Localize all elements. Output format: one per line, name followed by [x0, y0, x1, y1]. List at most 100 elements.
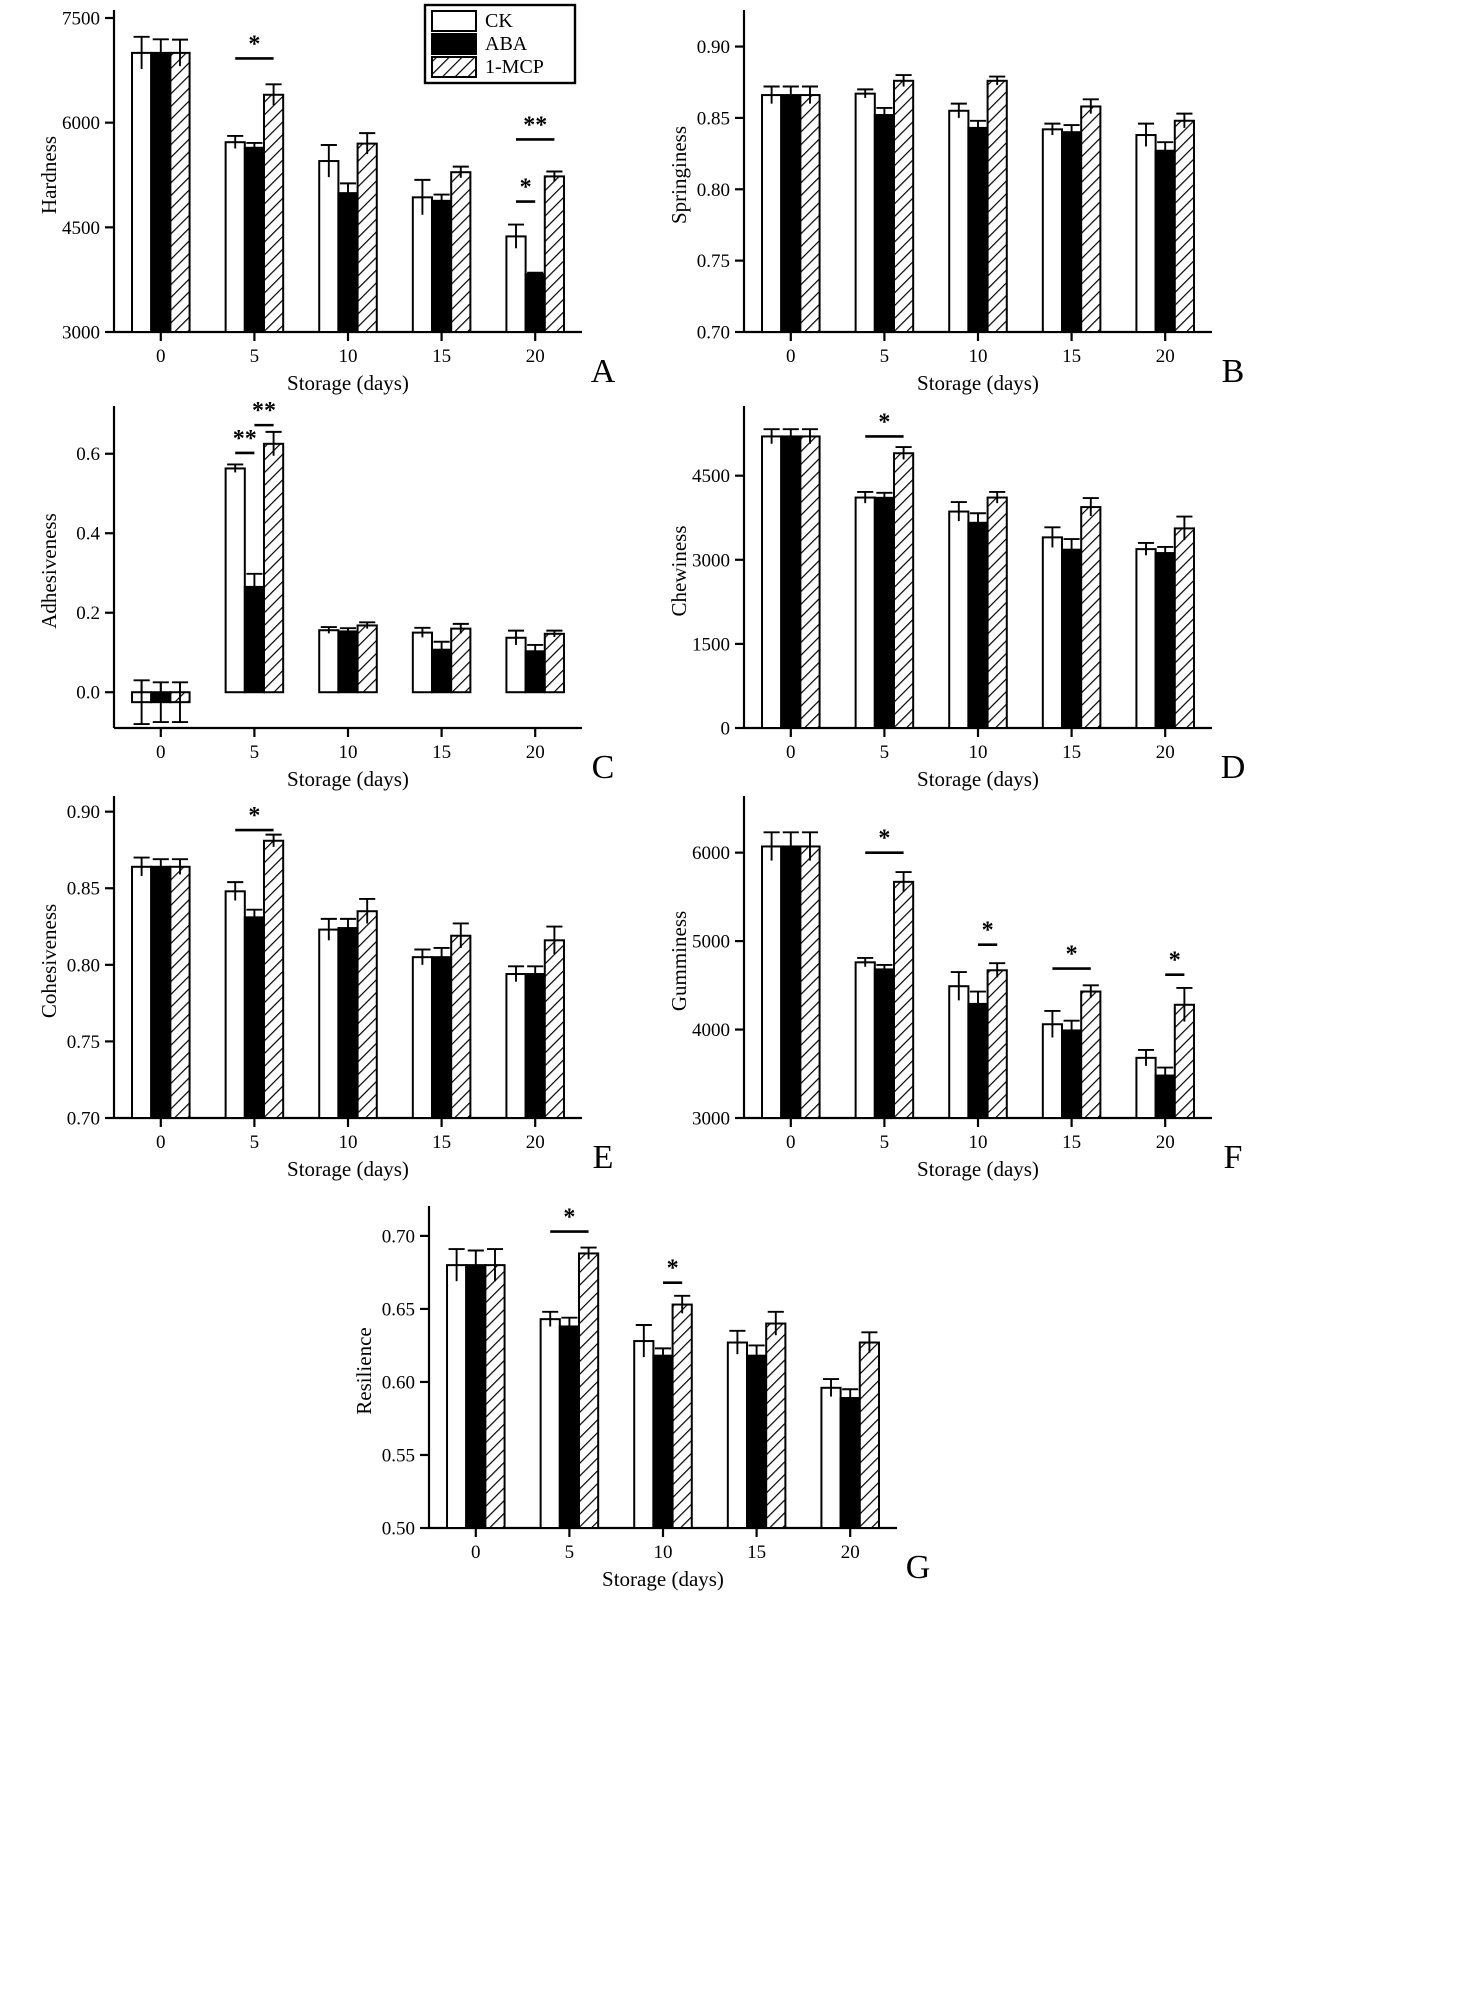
error-bar-A-10-1-MCP [359, 132, 376, 155]
bar-F-15-ABA [1061, 1029, 1083, 1119]
legend-swatch-1-MCP [431, 56, 477, 78]
bar-A-10-1-MCP [356, 142, 378, 333]
panel-B-axes: 0.70 0.75 0.80 0.85 0.90 0 5 10 15 20 [697, 10, 1212, 367]
error-bar-D-15-CK [1044, 526, 1061, 548]
panel-F-xtick-label: 5 [880, 1132, 890, 1153]
bar-E-5-CK [224, 890, 246, 1119]
error-bar-C-20-1-MCP [546, 629, 563, 637]
error-bar-F-20-CK [1137, 1048, 1155, 1066]
error-bar-D-10-ABA [969, 512, 987, 533]
panel-C-ytick-label: 0.6 [76, 444, 100, 465]
bar-C-15-CK [411, 631, 434, 694]
bar-F-10-ABA [967, 1002, 989, 1119]
bar-B-10-CK [948, 109, 970, 333]
error-bar-B-15-ABA [1063, 124, 1080, 140]
panel-A-letter: A [591, 353, 616, 390]
bar-A-5-ABA [243, 146, 265, 333]
bar-C-10-CK [318, 629, 340, 694]
panel-E-xtick-label: 10 [339, 1132, 358, 1153]
panel-B-plot: 0.70 0.75 0.80 0.85 0.90 0 5 10 15 20 Springiness S… [667, 10, 1244, 395]
bar-A-15-CK [411, 196, 434, 333]
error-bar-A-0-CK [133, 35, 150, 69]
error-bar-F-20-1-MCP [1176, 987, 1193, 1022]
bar-D-15-1-MCP [1080, 506, 1102, 729]
panel-B-ylabel: Springiness [667, 126, 691, 224]
error-bar-G-10-ABA [654, 1347, 672, 1363]
bar-B-15-1-MCP [1080, 105, 1102, 333]
bar-E-10-ABA [337, 927, 359, 1119]
error-bar-F-5-CK [857, 956, 874, 967]
error-bar-D-15-ABA [1063, 538, 1080, 561]
panel-B-ytick-label: 0.70 [697, 323, 730, 344]
error-bar-A-15-CK [414, 178, 431, 215]
bar-C-5-1-MCP [262, 442, 285, 694]
panel-A-xtick-label: 0 [156, 346, 166, 367]
bar-G-0-CK [446, 1264, 468, 1530]
bar-D-0-1-MCP [799, 435, 821, 730]
panel-B-ytick-label: 0.90 [697, 37, 730, 58]
sig-marker: * [563, 1205, 575, 1231]
error-bar-E-0-1-MCP [171, 858, 189, 875]
bar-A-10-CK [318, 160, 340, 333]
bar-A-20-CK [505, 235, 527, 333]
panel-G-xtick-label: 5 [565, 1542, 575, 1563]
error-bar-G-0-1-MCP [486, 1248, 504, 1282]
panel-F-xtick-label: 20 [1156, 1132, 1175, 1153]
bar-B-15-ABA [1061, 131, 1083, 333]
bar-F-10-CK [948, 985, 970, 1119]
panel-A-xlabel: Storage (days) [287, 371, 409, 395]
panel-E-ylabel: Cohesiveness [37, 904, 61, 1018]
error-bar-E-20-ABA [527, 965, 544, 982]
error-bar-B-15-1-MCP [1082, 98, 1099, 114]
error-bar-A-10-CK [320, 144, 337, 178]
bar-F-20-CK [1135, 1056, 1157, 1120]
panel-A-xtick-label: 20 [526, 346, 545, 367]
bar-B-20-CK [1135, 134, 1157, 333]
error-bar-E-15-ABA [433, 947, 450, 967]
error-bar-B-10-1-MCP [989, 75, 1006, 86]
panel-C-bars [131, 442, 565, 704]
panel-G-ylabel: Resilience [352, 1327, 376, 1414]
panel-C-xtick-label: 15 [432, 742, 451, 763]
error-bar-E-5-CK [227, 881, 244, 901]
panel-B-xtick-label: 5 [880, 346, 890, 367]
error-bar-B-5-1-MCP [895, 74, 912, 87]
bar-G-15-ABA [746, 1354, 768, 1529]
error-bar-G-0-ABA [467, 1249, 484, 1280]
panel-D-bars [761, 435, 1195, 730]
panel-D-xtick-label: 20 [1156, 742, 1175, 763]
error-bar-E-10-CK [320, 917, 337, 941]
error-bar-A-15-1-MCP [452, 165, 469, 178]
bar-E-20-CK [505, 973, 527, 1119]
panel-A-significance: **** [235, 31, 555, 203]
bar-G-15-1-MCP [765, 1322, 787, 1529]
error-bar-B-20-1-MCP [1176, 112, 1193, 128]
panel-A-ytick-label: 6000 [62, 113, 100, 134]
bar-F-5-CK [854, 961, 876, 1119]
error-bar-G-20-ABA [842, 1388, 859, 1407]
panel-D-ytick-label: 1500 [692, 634, 730, 655]
error-bar-B-0-ABA [782, 85, 799, 104]
bar-F-5-1-MCP [892, 880, 915, 1119]
error-bar-G-15-1-MCP [767, 1310, 784, 1336]
panel-F-ytick-label: 5000 [692, 932, 730, 953]
panel-G-ytick-label: 0.55 [382, 1445, 415, 1466]
panel-D-plot: 0 1500 3000 4500 0 5 10 15 20 * Chewiness Storage (… [667, 406, 1245, 791]
error-bar-E-0-CK [133, 856, 150, 876]
error-bar-F-10-1-MCP [989, 962, 1006, 978]
bar-G-20-1-MCP [858, 1341, 880, 1529]
error-bar-F-15-1-MCP [1082, 984, 1099, 998]
bar-D-20-CK [1135, 548, 1157, 729]
error-bar-D-5-CK [857, 490, 874, 504]
error-bar-A-20-CK [507, 223, 525, 249]
panel-F-ytick-label: 3000 [692, 1109, 730, 1130]
panel-B-ytick-label: 0.80 [697, 180, 730, 201]
bar-D-5-1-MCP [892, 452, 915, 729]
panel-D-significance: * [865, 409, 904, 438]
error-bar-D-15-1-MCP [1082, 497, 1099, 517]
bar-E-20-ABA [524, 973, 546, 1119]
panel-E-significance: * [235, 803, 274, 832]
panel-A-xtick-label: 5 [250, 346, 260, 367]
error-bar-B-10-CK [950, 102, 967, 118]
error-bar-B-0-CK [763, 85, 780, 104]
